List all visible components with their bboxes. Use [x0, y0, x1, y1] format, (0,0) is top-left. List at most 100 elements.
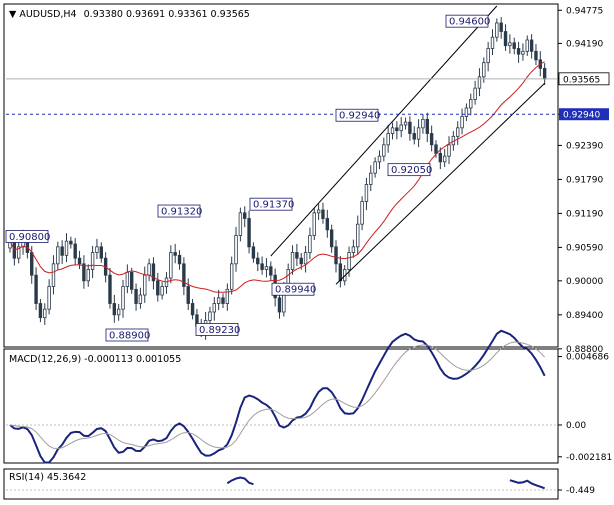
candle	[151, 257, 156, 290]
candle	[425, 112, 429, 143]
candle	[542, 63, 547, 85]
price-tick-label: 0.90590	[566, 243, 603, 253]
candle	[51, 255, 56, 295]
candle	[421, 114, 425, 134]
svg-text:0.92050: 0.92050	[391, 165, 432, 176]
svg-text:0.88900: 0.88900	[109, 331, 150, 342]
price-tick-label: 0.94775	[566, 6, 603, 16]
candle	[247, 210, 251, 254]
candle	[303, 245, 308, 273]
candle	[490, 29, 495, 56]
candle	[321, 202, 325, 224]
candle	[369, 165, 373, 192]
candle	[529, 34, 534, 59]
candle	[56, 241, 60, 270]
candle	[229, 256, 234, 295]
rsi-panel-frame	[3, 468, 559, 500]
candle	[125, 264, 130, 294]
candle	[251, 242, 256, 263]
candle	[364, 177, 369, 211]
price-axis: 0.94775 0.94190 0.92390 0.91790 0.91190 0.905…	[558, 6, 603, 355]
candle	[512, 37, 516, 55]
candle	[99, 242, 103, 263]
candle	[442, 148, 447, 168]
candle	[508, 34, 512, 54]
candle	[121, 279, 125, 318]
candle	[351, 239, 356, 258]
rsi-line-segment	[509, 479, 546, 490]
candle	[234, 226, 238, 272]
candle	[186, 278, 190, 311]
price-panel-frame	[3, 3, 559, 348]
candle	[416, 119, 421, 148]
candle	[177, 250, 182, 270]
candle	[521, 43, 525, 61]
candle	[469, 93, 473, 116]
candle	[16, 239, 21, 264]
candle	[164, 272, 169, 294]
candle	[238, 207, 243, 242]
candle	[408, 116, 412, 141]
candle	[82, 255, 86, 289]
channel-upper-line	[270, 5, 498, 257]
candle	[34, 267, 38, 311]
candle	[290, 245, 295, 275]
candle	[221, 293, 225, 309]
ohlc-text: 0.93380 0.93691 0.93361 0.93565	[84, 9, 250, 20]
trend-channel	[270, 5, 546, 285]
price-annotation: 0.94600	[445, 14, 490, 28]
macd-panel-frame	[3, 348, 559, 464]
candle	[182, 257, 186, 296]
candle	[169, 245, 173, 284]
candle	[429, 125, 434, 152]
candle	[473, 80, 477, 105]
candle	[173, 243, 177, 264]
macd-tick-label: 0.004686	[566, 353, 609, 363]
candle	[90, 245, 95, 279]
candle	[156, 272, 160, 302]
candle	[190, 298, 195, 320]
candle	[216, 289, 221, 311]
price-tick-label: 0.88800	[566, 345, 603, 355]
rsi-title: RSI(14) 45.3642	[9, 472, 86, 483]
candle	[338, 255, 343, 288]
horizontal-level-label: 0.92940	[563, 111, 600, 121]
candle	[516, 41, 521, 63]
candle	[356, 215, 360, 255]
price-annotation: 0.91370	[249, 197, 294, 211]
candle	[60, 240, 64, 264]
svg-text:0.90800: 0.90800	[9, 232, 50, 243]
price-annotation: 0.92940	[335, 108, 380, 122]
channel-lower-line	[335, 82, 546, 285]
macd-main-line	[9, 329, 546, 464]
candle	[377, 150, 382, 170]
candle	[86, 264, 90, 287]
macd-lines	[9, 329, 546, 464]
candle	[503, 24, 508, 51]
price-annotation: 0.89940	[271, 282, 316, 296]
macd-tick-label: 0.00	[566, 421, 586, 431]
candle	[160, 281, 164, 300]
candle	[412, 126, 416, 145]
candle	[447, 136, 451, 165]
svg-text:0.91320: 0.91320	[161, 207, 202, 218]
svg-text:0.89940: 0.89940	[275, 285, 316, 296]
horizontal-level-box	[559, 108, 609, 121]
rsi-line	[226, 476, 546, 490]
price-tick-label: 0.91190	[566, 209, 603, 219]
dropdown-triangle-icon[interactable]: ▼	[9, 9, 19, 20]
price-annotation: 0.91320	[157, 204, 202, 218]
candle	[477, 68, 482, 97]
candle	[325, 209, 330, 238]
candle	[334, 240, 338, 273]
candle	[116, 303, 121, 321]
price-annotation: 0.89230	[195, 323, 240, 336]
svg-text:0.94600: 0.94600	[449, 17, 490, 28]
price-levels: 0.93565 0.92940	[6, 72, 610, 121]
price-tick-label: 0.94190	[566, 39, 603, 49]
candle	[243, 206, 247, 228]
candle	[212, 296, 216, 321]
macd-tick-label: -0.002181	[566, 453, 612, 463]
candle	[143, 266, 147, 303]
